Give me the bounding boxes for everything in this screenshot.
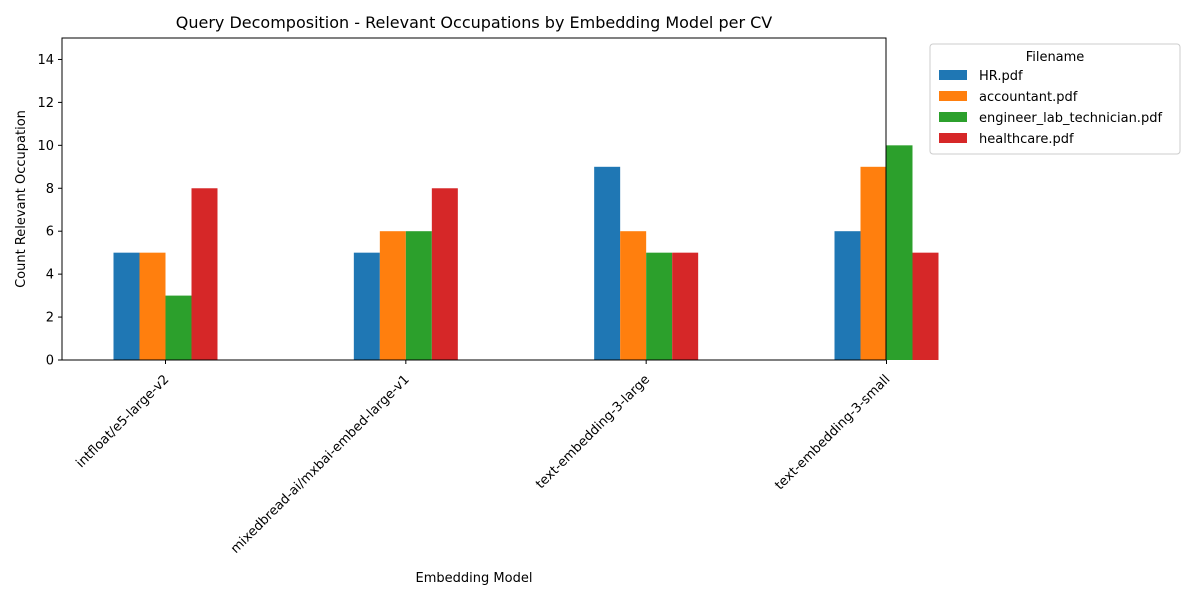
x-tick-label: text-embedding-3-small — [772, 372, 893, 493]
bar-healthcare-pdf-2 — [672, 252, 699, 360]
bar-engineer-lab-technician-pdf-0 — [165, 295, 192, 360]
bar-healthcare-pdf-0 — [191, 188, 218, 360]
legend-label: accountant.pdf — [979, 90, 1078, 105]
x-tick-label: text-embedding-3-large — [533, 372, 653, 492]
chart-title: Query Decomposition - Relevant Occupatio… — [176, 13, 773, 32]
legend-swatch — [939, 70, 967, 80]
legend-label: healthcare.pdf — [979, 132, 1074, 147]
bar-healthcare-pdf-3 — [912, 252, 939, 360]
y-tick-label: 4 — [46, 268, 54, 283]
legend-label: engineer_lab_technician.pdf — [979, 111, 1162, 126]
y-tick-label: 8 — [46, 182, 54, 197]
bar-accountant-pdf-3 — [860, 166, 887, 360]
legend-title: Filename — [1026, 50, 1085, 65]
y-tick-label: 6 — [46, 225, 54, 240]
bars-group — [113, 145, 939, 360]
y-axis: 0 2 4 6 8 10 12 14 — [37, 53, 62, 369]
legend-frame — [929, 43, 1181, 155]
y-tick-label: 10 — [37, 139, 54, 154]
y-tick-label: 0 — [46, 354, 54, 369]
bar-hr-pdf-1 — [353, 252, 380, 360]
bar-healthcare-pdf-1 — [431, 188, 458, 360]
bar-accountant-pdf-2 — [620, 231, 647, 360]
legend: Filename HR.pdf accountant.pdf engineer_la… — [929, 43, 1181, 155]
legend-swatch — [939, 133, 967, 143]
bar-accountant-pdf-0 — [139, 252, 166, 360]
y-tick-label: 14 — [37, 53, 54, 68]
y-tick-label: 2 — [46, 311, 54, 326]
plot-frame — [61, 37, 887, 361]
bar-hr-pdf-3 — [834, 231, 861, 360]
legend-label: HR.pdf — [979, 69, 1023, 84]
bar-engineer-lab-technician-pdf-3 — [886, 145, 913, 360]
x-tick-label: mixedbread-ai/mxbai-embed-large-v1 — [228, 372, 413, 557]
y-axis-label: Count Relevant Occupation — [14, 110, 29, 288]
x-tick-label: intfloat/e5-large-v2 — [74, 372, 173, 471]
bar-hr-pdf-0 — [113, 252, 140, 360]
x-axis-label: Embedding Model — [416, 571, 533, 586]
bar-engineer-lab-technician-pdf-1 — [405, 231, 432, 360]
legend-swatch — [939, 91, 967, 101]
bar-accountant-pdf-1 — [379, 231, 406, 360]
bar-hr-pdf-2 — [594, 166, 621, 360]
x-axis: intfloat/e5-large-v2 mixedbread-ai/mxbai-… — [74, 360, 893, 557]
y-tick-label: 12 — [37, 96, 54, 111]
legend-swatch — [939, 112, 967, 122]
bar-engineer-lab-technician-pdf-2 — [646, 252, 673, 360]
